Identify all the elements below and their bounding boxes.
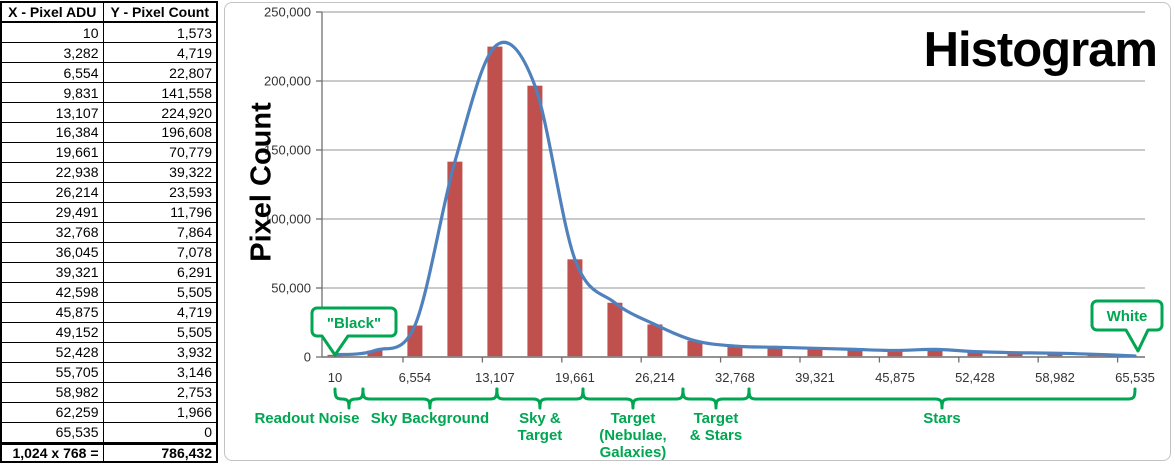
- pixel-data-table: X - Pixel ADU Y - Pixel Count 10 1,573 3,2…: [0, 1, 218, 463]
- region-brace: [361, 387, 499, 410]
- y-tick-label: 100,000: [264, 212, 311, 227]
- x-tick-label: 26,214: [635, 370, 675, 385]
- table-row: 9,831 141,558: [0, 82, 218, 104]
- cell-pixel-adu: 3,282: [0, 42, 104, 64]
- table-row: 16,384 196,608: [0, 122, 218, 143]
- cell-pixel-adu: 62,259: [0, 401, 104, 423]
- table-row: 19,661 70,779: [0, 141, 218, 163]
- table-row: 52,428 3,932: [0, 341, 218, 363]
- y-tick-label: 150,000: [264, 143, 311, 158]
- histogram-chart-panel: [224, 2, 1171, 461]
- region-brace: [333, 387, 365, 410]
- cell-pixel-adu: 32,768: [0, 221, 104, 243]
- x-tick-label: 19,661: [555, 370, 595, 385]
- x-tick-label: 58,982: [1035, 370, 1075, 385]
- histogram-bar: [447, 161, 463, 357]
- histogram-bar: [967, 351, 983, 357]
- table-header-row: X - Pixel ADU Y - Pixel Count: [0, 1, 218, 23]
- callout-black-bubble: [310, 306, 398, 357]
- histogram-bar: [567, 259, 583, 357]
- region-label-target: Target (Nebulae, Galaxies): [599, 410, 667, 461]
- histogram-bar: [847, 349, 863, 357]
- region-label-stars: Stars: [923, 410, 961, 427]
- table-row: 13,107 224,920: [0, 102, 218, 123]
- x-tick-label: 45,875: [875, 370, 915, 385]
- histogram-bar: [927, 349, 943, 357]
- x-tick-label: 65,535: [1115, 370, 1155, 385]
- y-tick-label: 200,000: [264, 74, 311, 89]
- region-brace: [581, 387, 685, 410]
- region-brace: [747, 387, 1137, 410]
- chart-title: Histogram: [923, 23, 1158, 77]
- y-tick-label: 250,000: [264, 5, 311, 20]
- column-header-y: Y - Pixel Count: [102, 1, 218, 23]
- histogram-bar: [767, 347, 783, 357]
- cell-pixel-adu: 13,107: [0, 102, 104, 123]
- x-tick-label: 52,428: [955, 370, 995, 385]
- cell-pixel-count: 4,719: [102, 42, 218, 64]
- cell-pixel-adu: 58,982: [0, 381, 104, 403]
- column-header-x: X - Pixel ADU: [0, 1, 104, 23]
- cell-pixel-adu: 36,045: [0, 241, 104, 263]
- histogram-bar: [887, 350, 903, 357]
- table-row: 55,705 3,146: [0, 361, 218, 383]
- y-tick-label: 50,000: [271, 281, 311, 296]
- table-row: 62,259 1,966: [0, 401, 218, 423]
- table-row: 42,598 5,505: [0, 281, 218, 303]
- cell-pixel-count: 196,608: [102, 122, 218, 143]
- cell-pixel-adu: 19,661: [0, 141, 104, 163]
- histogram-bar: [687, 340, 703, 357]
- table-footer-row: 1,024 x 768 = 786,432: [0, 442, 218, 463]
- callout-white-label: White: [1107, 308, 1148, 325]
- histogram-bar: [727, 346, 743, 357]
- histogram-bar: [367, 350, 383, 357]
- region-label-sky: Sky & Target: [517, 410, 563, 444]
- table-row: 29,491 11,796: [0, 201, 218, 223]
- footer-total-value: 786,432: [102, 442, 218, 463]
- cell-pixel-count: 3,146: [102, 361, 218, 383]
- y-axis-title: Pixel Count: [245, 102, 278, 262]
- x-tick-label: 10: [328, 370, 342, 385]
- table-row: 10 1,573: [0, 21, 218, 44]
- histogram-bar: [1007, 352, 1023, 357]
- region-label-sky: Sky Background: [370, 410, 490, 427]
- table-row: 49,152 5,505: [0, 321, 218, 343]
- cell-pixel-count: 141,558: [102, 82, 218, 104]
- footer-resolution-label: 1,024 x 768 =: [0, 442, 104, 463]
- table-row: 26,214 23,593: [0, 181, 218, 203]
- callout-white-bubble: [1090, 299, 1164, 353]
- cell-pixel-count: 39,322: [102, 161, 218, 183]
- x-tick-label: 13,107: [475, 370, 515, 385]
- histogram-bar: [527, 85, 543, 357]
- histogram-bar: [647, 324, 663, 357]
- histogram-bar: [407, 325, 423, 357]
- smooth-curve-line: [333, 40, 1137, 358]
- x-tick-label: 32,768: [715, 370, 755, 385]
- region-brace: [681, 387, 751, 410]
- y-tick-label: 0: [304, 350, 311, 365]
- x-tick-label: 39,321: [795, 370, 835, 385]
- table-row: 3,282 4,719: [0, 42, 218, 64]
- table-row: 36,045 7,078: [0, 241, 218, 263]
- cell-pixel-count: 1,966: [102, 401, 218, 423]
- table-row: 65,535 0: [0, 421, 218, 445]
- x-tick-label: 6,554: [399, 370, 432, 385]
- cell-pixel-adu: 16,384: [0, 122, 104, 143]
- region-label-readout: Readout Noise: [254, 410, 360, 427]
- histogram-bar: [487, 46, 503, 357]
- callout-black-label: "Black": [327, 315, 381, 332]
- histogram-bar: [807, 348, 823, 357]
- histogram-bar: [607, 302, 623, 357]
- region-brace: [495, 387, 585, 410]
- region-label-target: Target & Stars: [689, 410, 743, 444]
